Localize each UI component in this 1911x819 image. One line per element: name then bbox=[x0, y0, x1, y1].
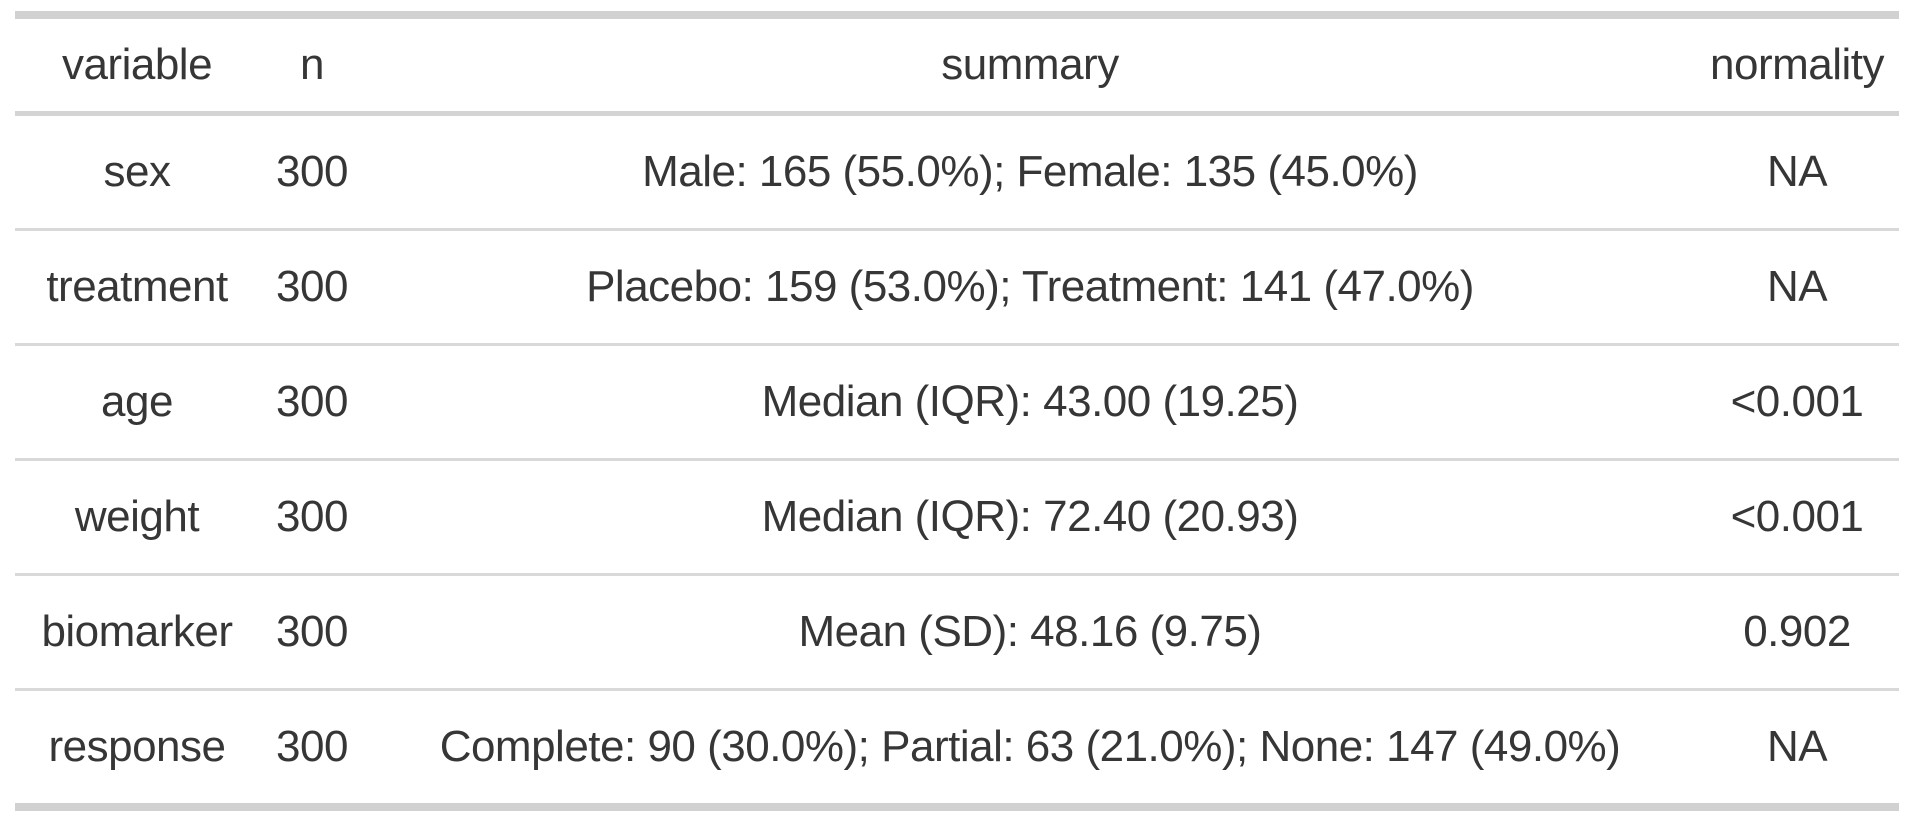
cell-n: 300 bbox=[259, 344, 365, 461]
column-header-normality: normality bbox=[1695, 15, 1899, 116]
table-row: age 300 Median (IQR): 43.00 (19.25) <0.0… bbox=[15, 344, 1899, 461]
cell-normality: NA bbox=[1766, 722, 1828, 771]
column-header-summary: summary bbox=[365, 15, 1695, 116]
table-row: weight 300 Median (IQR): 72.40 (20.93) <… bbox=[15, 459, 1899, 576]
cell-variable: age bbox=[15, 344, 259, 461]
header-row: variable n summary normality bbox=[15, 15, 1899, 116]
cell-summary: Male: 165 (55.0%); Female: 135 (45.0%) bbox=[365, 113, 1695, 231]
cell-n: 300 bbox=[259, 113, 365, 231]
summary-table-container: variable n summary normality sex 300 Mal… bbox=[15, 11, 1899, 811]
cell-variable: biomarker bbox=[15, 574, 259, 691]
summary-table: variable n summary normality sex 300 Mal… bbox=[15, 11, 1899, 811]
table-row: biomarker 300 Mean (SD): 48.16 (9.75) 0.… bbox=[15, 574, 1899, 691]
table-body: sex 300 Male: 165 (55.0%); Female: 135 (… bbox=[15, 113, 1899, 808]
column-header-variable: variable bbox=[15, 15, 259, 116]
cell-n: 300 bbox=[259, 229, 365, 346]
cell-normality: <0.001 bbox=[1695, 459, 1899, 576]
cell-summary: Complete: 90 (30.0%); Partial: 63 (21.0%… bbox=[439, 722, 1621, 771]
cell-n: 300 bbox=[259, 574, 365, 691]
cell-normality: NA bbox=[1695, 113, 1899, 231]
table-row: response 300 Complete: 90 (30.0%); Parti… bbox=[15, 690, 1899, 808]
cell-variable: weight bbox=[15, 459, 259, 576]
cell-n: 300 bbox=[259, 459, 365, 576]
table-row: sex 300 Male: 165 (55.0%); Female: 135 (… bbox=[15, 113, 1899, 231]
cell-variable: sex bbox=[15, 113, 259, 231]
cell-normality: NA bbox=[1695, 229, 1899, 346]
cell-summary: Mean (SD): 48.16 (9.75) bbox=[365, 574, 1695, 691]
cell-normality: <0.001 bbox=[1695, 344, 1899, 461]
cell-summary: Placebo: 159 (53.0%); Treatment: 141 (47… bbox=[365, 229, 1695, 346]
table-header: variable n summary normality bbox=[15, 15, 1899, 116]
cell-variable: treatment bbox=[15, 229, 259, 346]
table-row: treatment 300 Placebo: 159 (53.0%); Trea… bbox=[15, 229, 1899, 346]
cell-summary: Median (IQR): 43.00 (19.25) bbox=[365, 344, 1695, 461]
column-header-n: n bbox=[259, 15, 365, 116]
cell-summary: Median (IQR): 72.40 (20.93) bbox=[365, 459, 1695, 576]
cell-normality: 0.902 bbox=[1695, 574, 1899, 691]
cell-variable: response bbox=[48, 722, 226, 771]
cell-n: 300 bbox=[276, 722, 348, 771]
